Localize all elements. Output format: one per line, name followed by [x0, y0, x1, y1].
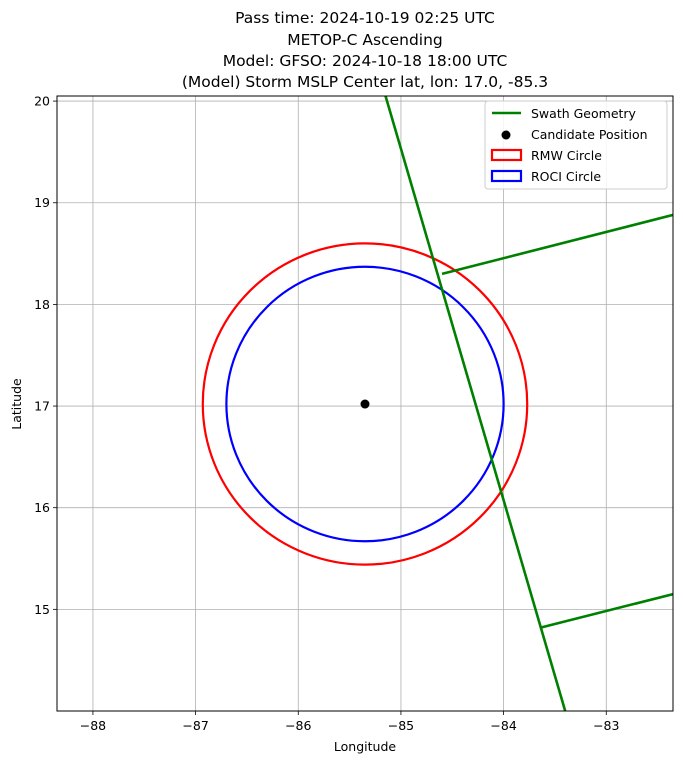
x-tick-label: −87: [182, 718, 208, 733]
x-axis-label: Longitude: [334, 739, 396, 754]
y-tick-label: 19: [34, 195, 50, 210]
legend-point-marker: [501, 130, 511, 140]
axis-ticks: −88 −87 −86 −85 −84 −83 15 16 17 18 19 20: [34, 94, 619, 733]
plot-data: [201, 96, 673, 711]
x-tick-label: −83: [593, 718, 619, 733]
chart-title-line-1: Pass time: 2024-10-19 02:25 UTC: [235, 9, 495, 27]
legend: Swath Geometry Candidate Position RMW Circ…: [484, 100, 668, 190]
swath-upper-edge: [441, 213, 673, 276]
legend-label: Candidate Position: [531, 127, 648, 142]
chart-title-line-2: METOP-C Ascending: [287, 31, 443, 49]
y-tick-label: 16: [34, 500, 50, 515]
legend-label: RMW Circle: [531, 148, 602, 163]
x-tick-label: −84: [490, 718, 516, 733]
legend-label: Swath Geometry: [531, 106, 637, 121]
roci-circle: [225, 265, 505, 543]
swath-track-edge: [384, 96, 567, 711]
legend-box: [484, 100, 668, 190]
y-tick-label: 20: [34, 94, 50, 109]
y-tick-label: 17: [34, 399, 50, 414]
legend-patch-marker: [490, 169, 523, 183]
y-axis-label: Latitude: [9, 378, 24, 430]
candidate-position-point: [360, 399, 370, 409]
plot-frame: [56, 95, 674, 712]
x-tick-label: −85: [388, 718, 414, 733]
legend-patch-marker: [490, 148, 523, 162]
x-tick-label: −86: [285, 718, 311, 733]
x-tick-label: −88: [80, 718, 106, 733]
legend-label: ROCI Circle: [531, 169, 601, 184]
rmw-circle: [201, 242, 529, 566]
y-tick-label: 18: [34, 297, 50, 312]
chart-title-line-3: Model: GFSO: 2024-10-18 18:00 UTC: [223, 52, 508, 70]
y-tick-label: 15: [34, 602, 50, 617]
swath-lower-edge: [540, 592, 673, 629]
chart-title-line-4: (Model) Storm MSLP Center lat, lon: 17.0…: [182, 73, 548, 91]
